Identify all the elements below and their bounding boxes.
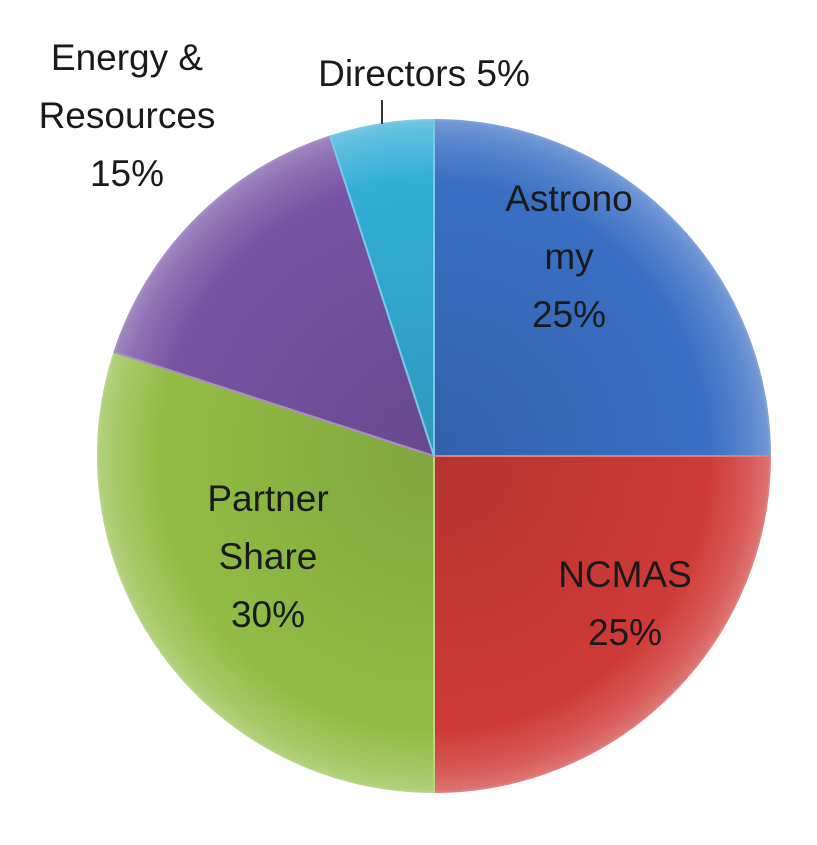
labels-layer: Astrono my 25% NCMAS 25% Partner Share 30% Energ… — [39, 37, 692, 653]
slices-layer — [97, 118, 772, 794]
pie-label-ncmas: NCMAS 25% — [558, 554, 692, 653]
pie-slice-directors — [328, 118, 435, 457]
pie-slice-astronomy — [433, 118, 772, 457]
pie-label-astronomy: Astrono my 25% — [505, 178, 633, 335]
pie-label-partner-share: Partner Share 30% — [207, 478, 328, 635]
pie-label-energy-resources: Energy & Resources 15% — [39, 37, 216, 194]
pie-slice-energy-resources — [113, 135, 436, 458]
pie-label-directors: Directors 5% — [318, 53, 530, 94]
pie-slice-ncmas — [433, 455, 772, 794]
pie-slice-partner-share — [97, 350, 435, 794]
